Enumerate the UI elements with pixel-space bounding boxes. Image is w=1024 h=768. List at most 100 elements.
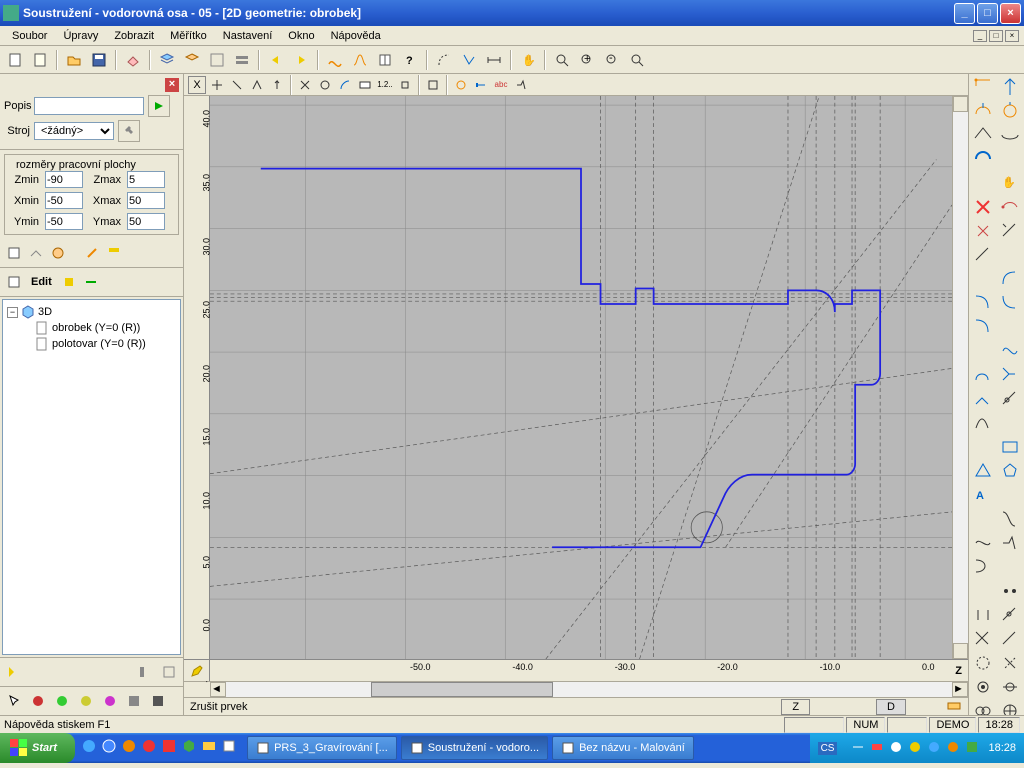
ct3-icon[interactable] <box>248 76 266 94</box>
ql2-icon[interactable] <box>101 738 119 758</box>
ct7-icon[interactable] <box>336 76 354 94</box>
zmax-input[interactable] <box>127 171 165 188</box>
start-button[interactable]: Start <box>0 733 75 763</box>
mt1-icon[interactable] <box>4 243 24 263</box>
mdi-close[interactable]: × <box>1005 30 1019 42</box>
color1-icon[interactable] <box>27 690 49 712</box>
ct9-icon[interactable]: 1.2.. <box>376 76 394 94</box>
right-tool-5[interactable] <box>998 124 1022 146</box>
bt5-icon[interactable] <box>134 661 156 683</box>
right-tool-27[interactable] <box>998 388 1022 410</box>
zmin-input[interactable] <box>45 171 83 188</box>
mdi-max[interactable]: □ <box>989 30 1003 42</box>
xmin-input[interactable] <box>45 192 83 209</box>
ql7-icon[interactable] <box>201 738 219 758</box>
right-tool-40[interactable] <box>971 556 995 578</box>
tray6-icon[interactable] <box>946 740 962 756</box>
hand-icon[interactable]: ✋ <box>517 49 539 71</box>
right-tool-19[interactable] <box>998 292 1022 314</box>
ql1-icon[interactable] <box>81 738 99 758</box>
right-tool-4[interactable] <box>971 124 995 146</box>
tray3-icon[interactable] <box>889 740 905 756</box>
tray1-icon[interactable] <box>851 740 867 756</box>
tool2-icon[interactable] <box>231 49 253 71</box>
path-icon[interactable] <box>324 49 346 71</box>
right-tool-25[interactable] <box>998 364 1022 386</box>
taskbar-task-0[interactable]: PRS_3_Gravírování [... <box>247 736 397 760</box>
mdi-min[interactable]: _ <box>973 30 987 42</box>
color2-icon[interactable] <box>51 690 73 712</box>
zoomfit-icon[interactable] <box>626 49 648 71</box>
right-tool-28[interactable] <box>971 412 995 434</box>
xmax-input[interactable] <box>127 192 165 209</box>
menu-upravy[interactable]: Úpravy <box>55 28 106 44</box>
scroll-thumb[interactable] <box>371 682 553 697</box>
mt6-icon[interactable] <box>4 272 24 292</box>
layers-icon[interactable] <box>156 49 178 71</box>
stroj-select[interactable]: <žádný> <box>34 122 114 140</box>
arc-icon[interactable] <box>433 49 455 71</box>
right-tool-44[interactable] <box>971 604 995 626</box>
tray-clock[interactable]: 18:28 <box>988 742 1016 754</box>
menu-soubor[interactable]: Soubor <box>4 28 55 44</box>
right-tool-14[interactable] <box>971 244 995 266</box>
minimize-button[interactable]: _ <box>954 3 975 24</box>
scroll-down-icon[interactable] <box>953 643 968 659</box>
ct13-icon[interactable] <box>472 76 490 94</box>
color6-icon[interactable] <box>147 690 169 712</box>
right-tool-20[interactable] <box>971 316 995 338</box>
ymin-input[interactable] <box>45 213 83 230</box>
mt4-icon[interactable] <box>82 243 102 263</box>
color3-icon[interactable] <box>75 690 97 712</box>
menu-napoveda[interactable]: Nápověda <box>323 28 389 44</box>
lang-indicator[interactable]: CS <box>818 742 838 755</box>
scrollbar-h[interactable]: ◄ ► <box>184 681 968 697</box>
color5-icon[interactable] <box>123 690 145 712</box>
book-icon[interactable] <box>374 49 396 71</box>
ct12-icon[interactable] <box>452 76 470 94</box>
zoomin-icon[interactable]: + <box>576 49 598 71</box>
mt7-icon[interactable] <box>59 272 79 292</box>
right-tool-47[interactable] <box>998 628 1022 650</box>
right-tool-38[interactable] <box>971 532 995 554</box>
right-tool-17[interactable] <box>998 268 1022 290</box>
right-tool-9[interactable]: ✋ <box>998 172 1022 194</box>
close-button[interactable]: × <box>1000 3 1021 24</box>
scrollbar-v[interactable] <box>952 96 968 659</box>
ql4-icon[interactable] <box>141 738 159 758</box>
right-tool-2[interactable] <box>971 100 995 122</box>
cursor-icon[interactable] <box>3 690 25 712</box>
collapse-icon[interactable]: − <box>7 307 18 318</box>
bt1-icon[interactable] <box>3 661 25 683</box>
ct14-icon[interactable] <box>512 76 530 94</box>
bt2-icon[interactable] <box>27 661 49 683</box>
new-icon[interactable] <box>4 49 26 71</box>
open-icon[interactable] <box>63 49 85 71</box>
bt4-icon[interactable] <box>75 661 97 683</box>
popis-input[interactable] <box>34 97 144 115</box>
ql5-icon[interactable] <box>161 738 179 758</box>
zoomout-icon[interactable]: - <box>601 49 623 71</box>
ct11-icon[interactable] <box>424 76 442 94</box>
taskbar-task-1[interactable]: Soustružení - vodoro... <box>401 736 548 760</box>
bt6-icon[interactable] <box>158 661 180 683</box>
right-tool-24[interactable] <box>971 364 995 386</box>
right-tool-48[interactable] <box>971 652 995 674</box>
ct6-icon[interactable] <box>316 76 334 94</box>
mt8-icon[interactable] <box>81 272 101 292</box>
right-tool-51[interactable] <box>998 676 1022 698</box>
right-tool-43[interactable] <box>998 580 1022 602</box>
help-icon[interactable]: ? <box>399 49 421 71</box>
measure-icon[interactable] <box>483 49 505 71</box>
layers2-icon[interactable] <box>181 49 203 71</box>
right-tool-18[interactable] <box>971 292 995 314</box>
right-tool-0[interactable] <box>971 76 995 98</box>
tray4-icon[interactable] <box>908 740 924 756</box>
right-tool-31[interactable] <box>998 436 1022 458</box>
menu-meritko[interactable]: Měřítko <box>162 28 215 44</box>
right-tool-6[interactable] <box>971 148 995 170</box>
mt3-icon[interactable] <box>48 243 68 263</box>
ql6-icon[interactable] <box>181 738 199 758</box>
tree-obrobek[interactable]: obrobek (Y=0 (R)) <box>7 320 176 336</box>
d-button[interactable]: D <box>876 699 906 715</box>
